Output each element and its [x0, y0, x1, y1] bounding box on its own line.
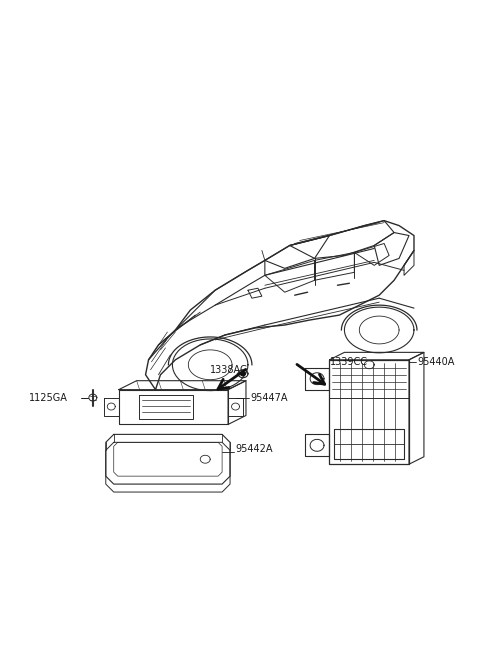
Text: 95440A: 95440A	[417, 357, 455, 367]
Polygon shape	[241, 372, 245, 376]
Text: 1339CC: 1339CC	[329, 357, 368, 367]
Text: 1338AC: 1338AC	[210, 365, 248, 375]
Text: 95447A: 95447A	[250, 392, 288, 403]
Text: 95442A: 95442A	[235, 444, 273, 455]
Text: 1125GA: 1125GA	[29, 392, 68, 403]
